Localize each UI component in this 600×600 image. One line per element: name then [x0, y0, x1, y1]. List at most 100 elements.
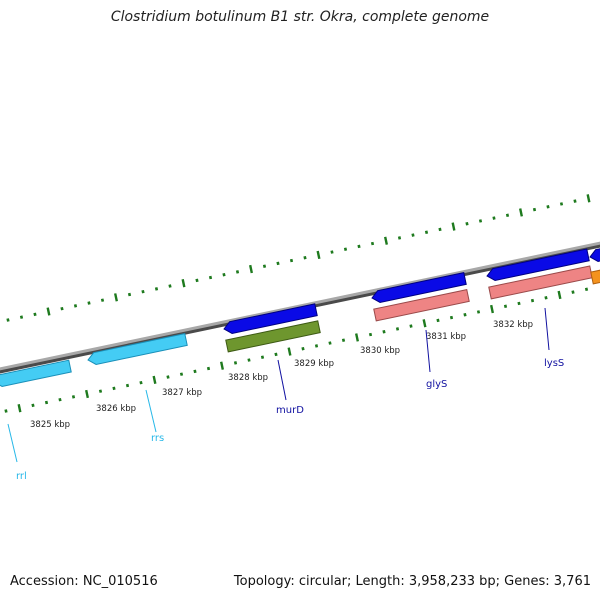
gene-label-rrs: rrs	[151, 433, 164, 444]
outer-tick	[6, 318, 10, 322]
outer-tick	[492, 216, 496, 220]
outer-tick	[532, 207, 537, 212]
gene-blue-feature[interactable]	[589, 248, 600, 262]
ruler-label: 3827 kbp	[162, 388, 202, 398]
outer-tick	[46, 307, 51, 316]
inner-tick	[139, 380, 143, 385]
inner-tick	[490, 304, 494, 314]
inner-tick	[409, 324, 413, 328]
inner-tick	[463, 313, 467, 317]
inner-tick	[341, 338, 346, 342]
inner-tick	[31, 403, 35, 408]
outer-tick	[586, 194, 591, 203]
inner-tick	[328, 341, 332, 345]
gene-label-murD: murD	[276, 405, 304, 416]
inner-tick	[557, 290, 562, 300]
gene-label-glyS: glyS	[426, 379, 447, 390]
outer-tick	[87, 301, 91, 305]
gene-blue-feature[interactable]	[371, 272, 467, 303]
outer-tick	[397, 236, 402, 240]
inner-tick	[98, 389, 103, 393]
outer-tick	[222, 272, 226, 277]
outer-tick	[465, 222, 469, 226]
outer-tick	[478, 219, 483, 223]
inner-tick	[517, 301, 521, 306]
outer-tick	[276, 261, 280, 266]
inner-tick	[193, 369, 197, 374]
inner-tick	[112, 386, 116, 391]
inner-tick	[584, 287, 589, 292]
inner-tick	[58, 397, 62, 402]
outer-tick	[438, 227, 442, 232]
ruler-label: 3828 kbp	[228, 373, 268, 383]
inner-tick	[247, 358, 251, 362]
gene-blue-feature[interactable]	[486, 248, 590, 281]
outer-tick	[60, 306, 64, 311]
outer-tick	[33, 312, 37, 317]
gene-murD-feature[interactable]	[225, 320, 321, 353]
outer-tick	[195, 278, 199, 283]
inner-tick	[530, 298, 535, 303]
inner-tick	[179, 372, 184, 376]
backbone-line	[0, 241, 600, 371]
outer-tick	[73, 304, 78, 308]
outer-tick	[249, 264, 253, 274]
gene-label-rrl: rrl	[16, 471, 27, 482]
kbp-ruler-labels: 3825 kbp 3826 kbp 3827 kbp 3828 kbp 3829 kbp…	[30, 320, 533, 430]
gene-label-leader	[7, 423, 18, 463]
inner-tick	[274, 352, 278, 357]
ruler-label: 3830 kbp	[360, 346, 400, 356]
inner-tick	[44, 400, 49, 405]
outer-tick	[546, 205, 550, 209]
gene-rrl-feature[interactable]	[0, 359, 72, 387]
outer-tick	[114, 293, 118, 302]
inner-tick	[503, 304, 508, 309]
inner-tick	[4, 409, 8, 413]
gene-label-leader	[145, 389, 157, 433]
outer-tick	[411, 233, 415, 237]
outer-tick	[330, 250, 334, 254]
outer-tick	[316, 250, 321, 260]
inner-tick	[571, 290, 575, 294]
outer-tick	[343, 247, 348, 251]
inner-tick	[260, 355, 265, 359]
outer-tick	[19, 315, 24, 319]
outer-tick	[303, 255, 307, 260]
gene-features[interactable]	[0, 248, 600, 387]
outer-tick	[289, 258, 294, 263]
inner-tick	[287, 347, 292, 356]
genome-summary-text: Topology: circular; Length: 3,958,233 bp…	[233, 574, 591, 589]
outer-tick	[168, 284, 172, 288]
inner-tick	[152, 375, 157, 385]
outer-tick	[100, 298, 105, 302]
inner-tick	[206, 366, 211, 371]
gene-blue-feature[interactable]	[223, 303, 318, 334]
inner-tick	[449, 315, 454, 320]
gene-rrs-feature[interactable]	[87, 332, 188, 365]
outer-tick	[384, 236, 388, 245]
inner-tick	[368, 332, 373, 337]
inner-tick	[314, 344, 319, 348]
outer-tick	[505, 213, 510, 218]
gene-orange-feature[interactable]	[590, 269, 600, 285]
inner-tick	[355, 333, 359, 342]
page-title: Clostridium botulinum B1 str. Okra, comp…	[110, 9, 490, 25]
outer-tick-track	[6, 194, 591, 322]
outer-tick	[141, 289, 145, 294]
gene-label-lysS: lysS	[544, 358, 564, 369]
outer-tick	[370, 241, 375, 246]
gene-glyS-feature[interactable]	[373, 289, 470, 322]
inner-tick	[301, 346, 305, 351]
outer-tick	[127, 292, 132, 297]
inner-tick-track	[4, 287, 589, 413]
ruler-label: 3829 kbp	[294, 359, 334, 369]
inner-tick	[85, 389, 89, 399]
outer-tick	[424, 230, 429, 234]
inner-tick	[395, 327, 400, 331]
inner-tick	[476, 310, 481, 314]
inner-tick	[71, 395, 76, 399]
inner-tick	[125, 383, 130, 388]
gene-label-leader	[425, 329, 431, 373]
inner-tick	[544, 296, 548, 300]
outer-tick	[235, 270, 240, 274]
